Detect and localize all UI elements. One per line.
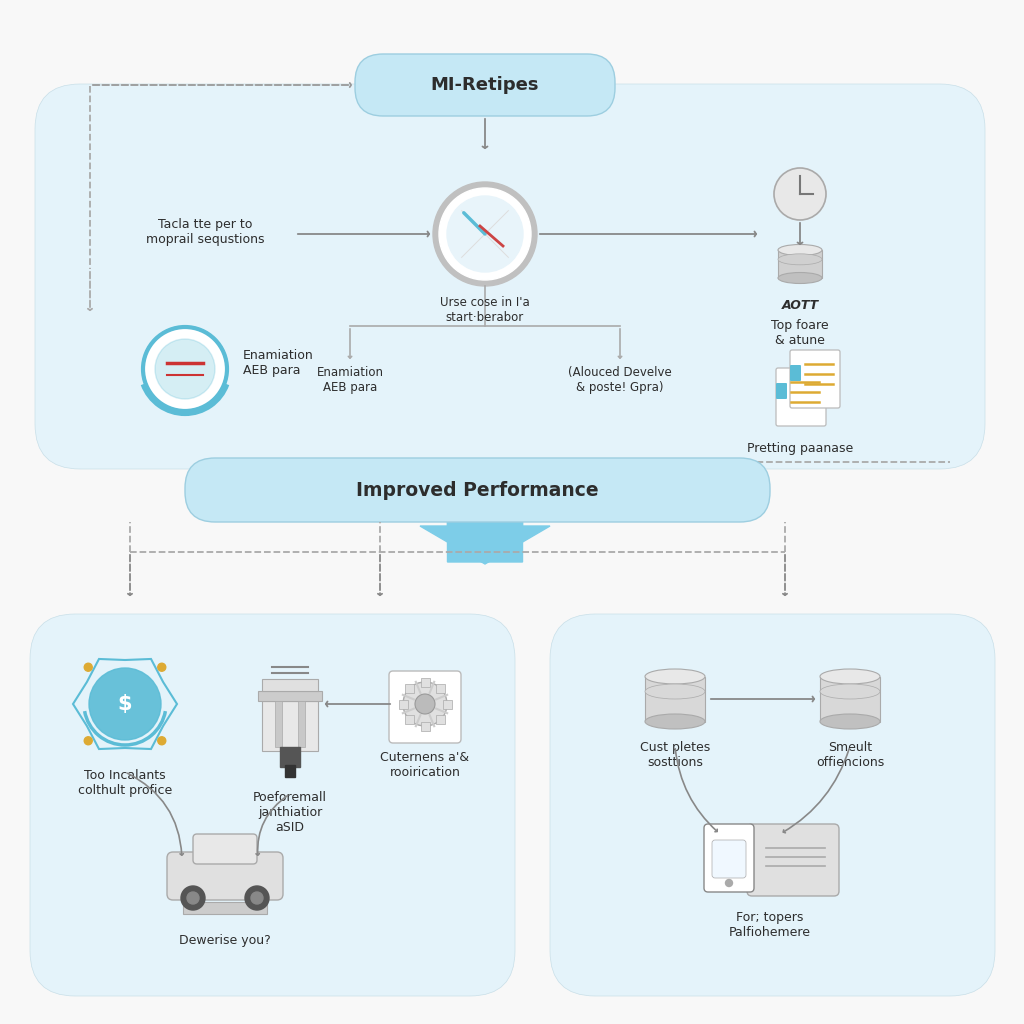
Text: MI-Retipes: MI-Retipes [431, 76, 540, 94]
Circle shape [725, 880, 732, 887]
Ellipse shape [778, 254, 822, 265]
FancyBboxPatch shape [746, 824, 839, 896]
Bar [442, 699, 452, 709]
FancyBboxPatch shape [355, 54, 615, 116]
Text: Top foare
& atune: Top foare & atune [771, 319, 828, 347]
Bar [404, 715, 414, 724]
FancyBboxPatch shape [712, 840, 746, 878]
FancyArrow shape [420, 469, 550, 564]
Ellipse shape [645, 684, 705, 699]
Text: AOTT: AOTT [781, 299, 818, 312]
Text: Enamiation
AEB para: Enamiation AEB para [316, 366, 384, 394]
FancyBboxPatch shape [167, 852, 283, 900]
Text: (Alouced Develve
& poste! Gpra): (Alouced Develve & poste! Gpra) [568, 366, 672, 394]
Polygon shape [262, 679, 318, 691]
Bar [262, 701, 318, 751]
Text: $: $ [118, 694, 132, 714]
Circle shape [84, 664, 92, 671]
Text: Smeult
offiencions: Smeult offiencions [816, 741, 884, 769]
Ellipse shape [820, 714, 880, 729]
Bar [436, 715, 445, 724]
Text: Tacla tte per to
moprail sequstions: Tacla tte per to moprail sequstions [145, 218, 264, 246]
Bar [404, 684, 414, 693]
Circle shape [251, 892, 263, 904]
Circle shape [89, 668, 161, 740]
Text: Cust pletes
sosttions: Cust pletes sosttions [640, 741, 710, 769]
Text: Urse cose in I'a
start·berabor: Urse cose in I'a start·berabor [440, 296, 529, 324]
Ellipse shape [778, 272, 822, 284]
Bar [258, 691, 322, 701]
FancyBboxPatch shape [35, 84, 985, 469]
Bar [298, 701, 305, 746]
Ellipse shape [645, 669, 705, 684]
Circle shape [155, 339, 215, 399]
Text: Cuternens a'&
rooirication: Cuternens a'& rooirication [381, 751, 470, 779]
Text: Dewerise you?: Dewerise you? [179, 934, 271, 947]
Circle shape [245, 886, 269, 910]
Ellipse shape [820, 684, 880, 699]
Circle shape [187, 892, 199, 904]
Bar [280, 746, 300, 767]
Bar [275, 701, 282, 746]
Ellipse shape [820, 669, 880, 684]
Bar [778, 250, 822, 278]
Circle shape [158, 737, 166, 744]
FancyBboxPatch shape [705, 824, 754, 892]
FancyBboxPatch shape [550, 614, 995, 996]
Bar [183, 902, 267, 914]
FancyBboxPatch shape [790, 365, 801, 381]
Text: For; topers
Palfiohemere: For; topers Palfiohemere [729, 911, 811, 939]
Circle shape [774, 168, 826, 220]
Circle shape [433, 182, 537, 286]
Circle shape [84, 737, 92, 744]
FancyBboxPatch shape [193, 834, 257, 864]
FancyBboxPatch shape [776, 368, 826, 426]
Text: Pretting paanase: Pretting paanase [746, 442, 853, 455]
Bar [421, 678, 429, 686]
Circle shape [447, 196, 523, 272]
Bar [645, 677, 705, 722]
FancyBboxPatch shape [185, 458, 770, 522]
Circle shape [181, 886, 205, 910]
Bar [820, 677, 880, 722]
FancyBboxPatch shape [790, 350, 840, 408]
Text: Too Incalants
colthult profice: Too Incalants colthult profice [78, 769, 172, 797]
FancyBboxPatch shape [776, 383, 787, 399]
Ellipse shape [645, 714, 705, 729]
Bar [398, 699, 408, 709]
Text: Improved Performance: Improved Performance [355, 480, 598, 500]
FancyArrow shape [420, 467, 550, 562]
Bar [285, 765, 295, 777]
Bar [421, 722, 429, 730]
Text: Enamiation
AEB para: Enamiation AEB para [243, 349, 313, 377]
Ellipse shape [778, 245, 822, 256]
Circle shape [439, 188, 531, 280]
Circle shape [403, 682, 447, 726]
Circle shape [158, 664, 166, 671]
Text: Poeforemall
janthiatior
aSID: Poeforemall janthiatior aSID [253, 791, 327, 834]
Bar [436, 684, 445, 693]
FancyBboxPatch shape [30, 614, 515, 996]
Circle shape [415, 694, 435, 714]
FancyBboxPatch shape [389, 671, 461, 743]
Circle shape [143, 327, 227, 411]
